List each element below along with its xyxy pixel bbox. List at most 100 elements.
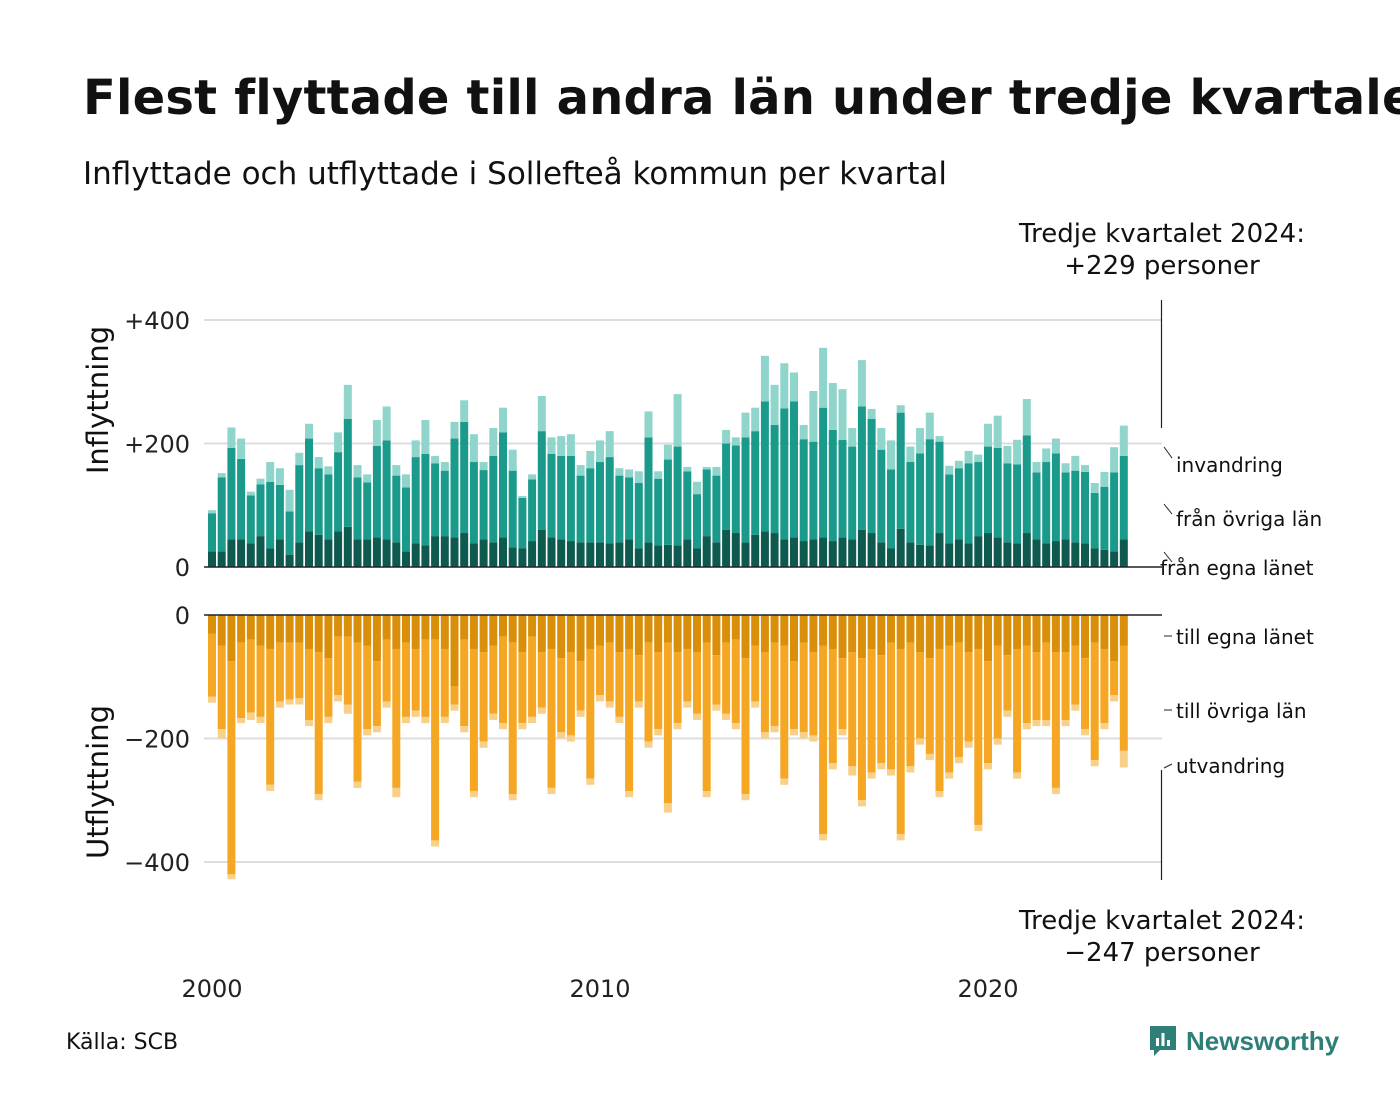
bar-emigration [974,824,983,832]
bar-to-other-counties [489,645,498,714]
bar-emigration [363,729,372,736]
bar-immigration [887,440,895,470]
bar-to-own-county [431,615,440,640]
bar-immigration [799,424,808,440]
bar-emigration [693,713,701,720]
bar-from-own-county [615,542,624,567]
bar-to-own-county [392,615,401,649]
bar-from-own-county [1032,539,1041,567]
bar-to-own-county [828,615,837,649]
bar-immigration [275,468,284,485]
bar-immigration [1100,471,1109,487]
bar-emigration [925,753,934,761]
bar-to-other-counties [867,648,876,773]
bar-from-own-county [469,543,478,567]
bar-to-other-counties [208,633,216,697]
bar-to-other-counties [780,645,789,779]
bar-emigration [683,701,692,708]
bar-immigration [722,429,731,444]
bar-immigration [993,415,1002,448]
bar-from-other-counties [1100,486,1109,550]
bar-emigration [227,874,236,880]
bar-emigration [1090,760,1099,767]
bar-emigration [634,701,643,708]
bar-to-other-counties [731,639,740,724]
bar-from-own-county [916,544,925,567]
bar-to-other-counties [964,652,973,742]
annotation-outflow-value: −247 personer [1064,938,1260,968]
bar-emigration [547,787,556,795]
bar-to-other-counties [440,648,449,717]
bar-immigration [334,432,343,453]
bar-immigration [916,428,925,454]
bar-to-own-county [1071,615,1080,646]
bar-from-other-counties [499,432,507,538]
bar-immigration [838,389,847,440]
bar-from-own-county [654,545,663,567]
bar-to-other-counties [479,652,488,742]
bar-to-own-county [1061,615,1070,653]
bar-to-own-county [402,615,410,643]
bar-from-own-county [324,539,333,567]
bar-from-own-county [644,542,653,567]
bar-to-other-counties [838,658,847,730]
bar-from-own-county [605,543,614,567]
bar-emigration [819,834,828,841]
bar-emigration [654,729,663,736]
bar-from-other-counties [460,421,469,534]
bar-emigration [1051,787,1060,795]
bar-immigration [314,457,323,469]
bar-to-other-counties [770,642,779,727]
bar-from-own-county [237,539,246,567]
bar-to-other-counties [984,661,992,764]
bar-to-own-county [382,615,391,640]
bar-from-other-counties [683,471,692,540]
bar-from-other-counties [896,412,905,529]
bar-to-own-county [1110,615,1119,662]
bar-immigration [1081,465,1089,472]
bar-emigration [566,735,575,742]
bar-from-own-county [518,548,527,567]
bar-immigration [693,481,701,495]
bar-to-own-county [673,615,682,653]
bar-emigration [237,718,246,724]
bar-immigration [343,384,352,419]
bar-to-other-counties [819,645,828,835]
bar-to-own-county [790,615,798,662]
bar-from-other-counties [935,441,944,534]
bar-emigration [440,716,449,724]
series-label-utvandring: utvandring [1176,754,1285,778]
bar-immigration [431,455,440,464]
bar-from-own-county [819,537,828,567]
y-tick-label-outflow: 0 [175,602,190,630]
bar-from-other-counties [838,439,847,538]
bar-from-own-county [382,539,391,567]
newsworthy-bar-chart-icon [1150,1026,1176,1056]
bar-from-own-county [1081,543,1089,567]
bar-to-other-counties [916,652,925,739]
bar-from-other-counties [217,477,226,552]
bar-to-own-county [605,615,614,643]
bar-to-own-county [644,615,653,643]
bar-from-other-counties [760,401,769,532]
bar-to-other-counties [605,642,614,702]
bar-from-other-counties [644,437,653,543]
bar-from-other-counties [596,462,604,543]
bar-from-other-counties [857,406,866,530]
bar-to-other-counties [857,658,866,801]
bar-to-other-counties [1051,652,1060,788]
bar-from-own-county [586,542,595,567]
bar-from-other-counties [208,513,216,552]
bar-immigration [780,363,789,409]
bar-emigration [770,726,779,733]
bar-to-other-counties [1013,648,1022,773]
bar-from-own-county [780,539,789,567]
bar-to-own-county [867,615,876,649]
bar-to-other-counties [411,648,420,711]
bar-immigration [596,440,604,463]
y-tick-label-outflow: −400 [124,849,190,877]
bar-emigration [731,723,740,730]
bar-to-own-county [285,615,294,643]
bar-to-other-counties [1081,658,1089,730]
bar-from-other-counties [528,479,537,542]
